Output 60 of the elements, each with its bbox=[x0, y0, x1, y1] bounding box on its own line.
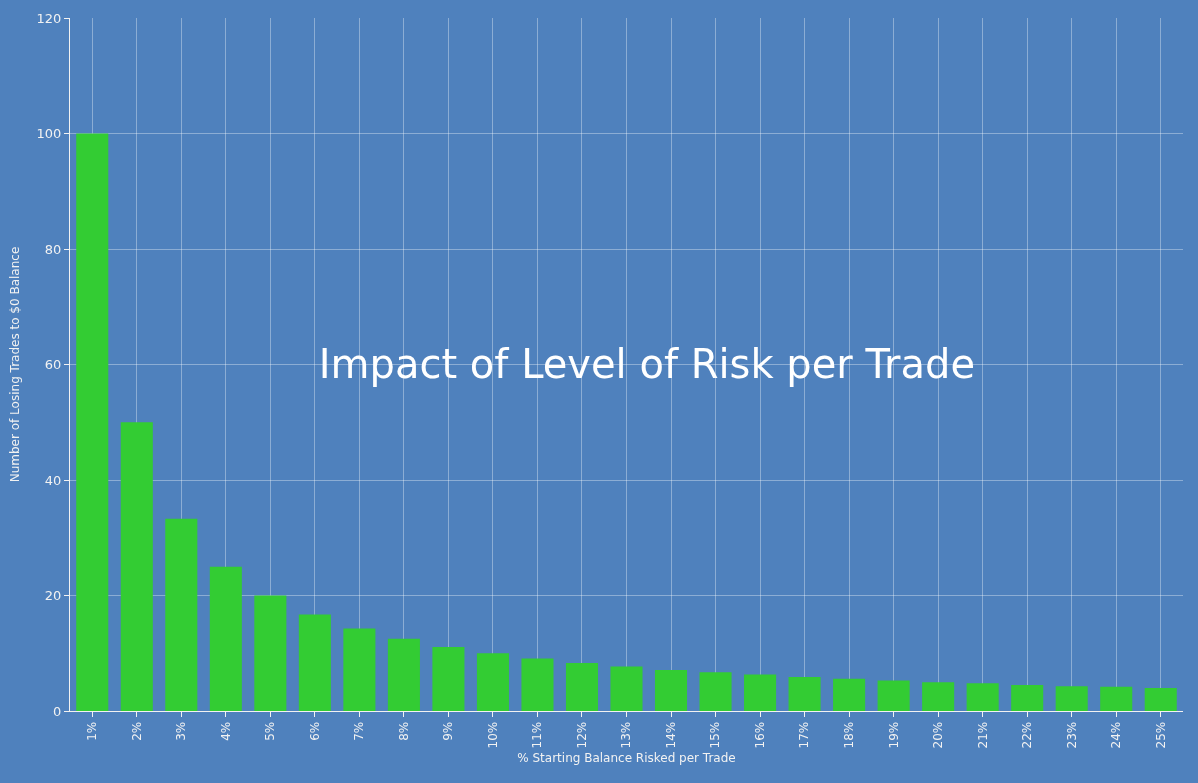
x-tick-label: 10% bbox=[485, 721, 500, 749]
bar bbox=[343, 628, 376, 711]
x-tick-label: 25% bbox=[1153, 721, 1168, 749]
y-axis-title: Number of Losing Trades to $0 Balance bbox=[7, 246, 22, 483]
x-tick-label: 3% bbox=[174, 721, 189, 741]
bar bbox=[521, 658, 554, 711]
x-tick-label: 5% bbox=[263, 721, 278, 741]
bar bbox=[76, 133, 109, 711]
bar bbox=[1055, 686, 1088, 711]
x-tick-label: 23% bbox=[1064, 721, 1079, 749]
x-tick-label: 21% bbox=[975, 721, 990, 749]
bar bbox=[298, 614, 331, 711]
y-tick-label: 40 bbox=[44, 472, 62, 488]
bar bbox=[744, 674, 777, 711]
x-axis-title: % Starting Balance Risked per Trade bbox=[517, 751, 736, 766]
bar bbox=[165, 518, 198, 711]
x-tick-label: 24% bbox=[1109, 721, 1124, 749]
x-tick-label: 13% bbox=[619, 721, 634, 749]
bar bbox=[120, 422, 153, 711]
y-tick-label: 100 bbox=[36, 126, 62, 142]
bar bbox=[254, 595, 287, 711]
x-tick-label: 8% bbox=[396, 721, 411, 741]
x-tick-label: 1% bbox=[85, 721, 100, 741]
y-tick-label: 80 bbox=[44, 241, 62, 257]
bar bbox=[699, 672, 732, 711]
bar bbox=[387, 638, 420, 711]
y-tick-label: 60 bbox=[44, 357, 62, 373]
bar bbox=[1011, 685, 1044, 711]
x-tick-label: 19% bbox=[886, 721, 901, 749]
text: Impact of Level of Risk per Trade bbox=[318, 341, 976, 388]
bar bbox=[788, 676, 821, 711]
x-tick-label: 9% bbox=[441, 721, 456, 741]
y-tick-label: 120 bbox=[36, 10, 62, 26]
bar bbox=[610, 666, 643, 711]
x-tick-label: 18% bbox=[842, 721, 856, 749]
x-tick-label: 4% bbox=[218, 721, 233, 741]
x-tick-label: 7% bbox=[352, 721, 367, 741]
x-tick-label: 6% bbox=[307, 721, 322, 741]
bar bbox=[654, 670, 688, 711]
bar bbox=[966, 683, 999, 711]
x-tick-label: 11% bbox=[530, 721, 545, 749]
x-tick-label: 17% bbox=[797, 721, 812, 749]
bar bbox=[1100, 686, 1133, 711]
bar bbox=[833, 678, 866, 711]
bar bbox=[209, 566, 242, 711]
x-tick-label: 20% bbox=[931, 721, 946, 749]
x-tick-label: 22% bbox=[1020, 721, 1035, 749]
bar bbox=[476, 653, 509, 711]
x-tick-label: 14% bbox=[663, 721, 678, 749]
bar bbox=[1144, 687, 1177, 711]
y-tick-label: 20 bbox=[44, 588, 62, 604]
x-tick-label: 16% bbox=[752, 721, 767, 749]
bar bbox=[922, 682, 955, 711]
bar bbox=[432, 646, 465, 711]
x-tick-label: 12% bbox=[574, 721, 589, 749]
y-tick-label: 0 bbox=[53, 703, 62, 719]
bar bbox=[877, 680, 910, 711]
x-tick-label: 2% bbox=[129, 721, 144, 741]
x-tick-label: 15% bbox=[708, 721, 723, 749]
bar bbox=[565, 663, 599, 711]
